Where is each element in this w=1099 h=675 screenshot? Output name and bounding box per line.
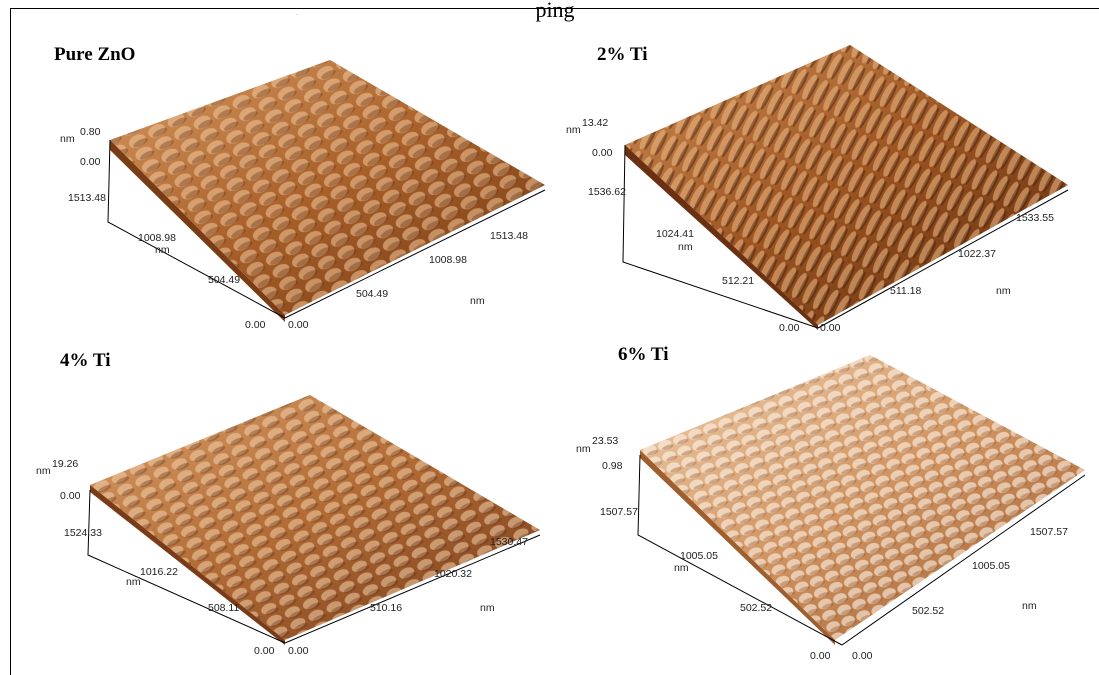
z-unit-label: nm — [36, 465, 51, 477]
cut-off-caption: ping — [535, 0, 575, 22]
x-tick-2: 1020.32 — [434, 568, 472, 580]
y-tick-3: 508.11 — [208, 602, 240, 614]
afm-surface-image — [87, 395, 541, 645]
afm-panel-4pct-ti: 4% Ti 19.26 nm 0.00 1524.33 1016.22 nm 5… — [0, 340, 550, 675]
x-tick-1: 511.18 — [890, 285, 922, 297]
x-tick-2: 1005.05 — [972, 560, 1010, 572]
z-max-label: 0.80 — [80, 126, 101, 138]
afm-panel-pure-zno: Pure ZnO 0.80 nm 0.00 1513.48 1008.98 nm… — [0, 0, 550, 340]
y-unit-label: nm — [126, 576, 141, 588]
panel-title: Pure ZnO — [54, 44, 136, 65]
afm-surface-image — [107, 60, 546, 322]
origin-y-label: 0.00 — [245, 319, 266, 331]
x-unit-label: nm — [996, 285, 1011, 297]
y-tick-3: 502.52 — [740, 602, 773, 614]
y-tick-3: 512.21 — [722, 275, 755, 287]
panel-title: 2% Ti — [597, 44, 648, 65]
z-min-label: 0.00 — [80, 156, 101, 168]
y-tick-2: 1005.05 — [680, 550, 718, 562]
x-tick-2: 1022.37 — [958, 248, 996, 260]
origin-x-label: 0.00 — [288, 645, 309, 657]
y-tick-1: 1536.62 — [588, 186, 626, 198]
z-unit-label: nm — [60, 133, 75, 145]
figure-frame: ping — [10, 0, 1099, 675]
origin-y-label: 0.00 — [254, 645, 275, 657]
z-min-label: 0.00 — [592, 147, 613, 159]
tiny-top-mark: · — [296, 12, 298, 18]
origin-y-label: 0.00 — [810, 650, 831, 662]
origin-x-label: 0.00 — [852, 650, 873, 662]
x-tick-1: 510.16 — [370, 602, 403, 614]
x-tick-3: 1513.48 — [490, 230, 528, 242]
afm-surface-image — [637, 355, 1086, 646]
z-min-label: 0.00 — [60, 490, 81, 502]
z-min-label: 0.98 — [602, 460, 623, 472]
y-tick-2: 1008.98 — [138, 232, 176, 244]
origin-x-label: 0.00 — [288, 319, 309, 331]
panel-title: 6% Ti — [618, 344, 669, 365]
y-unit-label: nm — [674, 562, 689, 574]
afm-panel-2pct-ti: 2% Ti 13.42 nm 0.00 1536.62 1024.41 nm 5… — [550, 0, 1099, 340]
x-unit-label: nm — [470, 295, 485, 307]
z-unit-label: nm — [576, 443, 591, 455]
panel-title: 4% Ti — [60, 350, 111, 371]
x-unit-label: nm — [480, 602, 495, 614]
z-max-label: 13.42 — [582, 117, 609, 129]
y-tick-1: 1513.48 — [68, 192, 106, 204]
x-tick-2: 1008.98 — [429, 254, 467, 266]
z-max-label: 23.53 — [592, 435, 619, 447]
y-unit-label: nm — [678, 241, 693, 253]
x-unit-label: nm — [1022, 600, 1037, 612]
origin-y-label: 0.00 — [779, 322, 800, 334]
z-max-label: 19.26 — [52, 458, 79, 470]
x-tick-3: 1530.47 — [490, 536, 528, 548]
afm-panel-6pct-ti: 6% Ti 23.53 nm 0.98 1507.57 1005.05 nm 5… — [550, 340, 1099, 675]
y-unit-label: nm — [155, 244, 170, 256]
x-tick-1: 502.52 — [912, 605, 945, 617]
y-tick-1: 1507.57 — [600, 506, 638, 518]
y-tick-3: 504.49 — [208, 274, 241, 286]
origin-x-label: 0.00 — [820, 322, 841, 334]
z-unit-label: nm — [566, 124, 581, 136]
y-tick-2: 1024.41 — [656, 228, 694, 240]
x-tick-1: 504.49 — [356, 288, 389, 300]
x-tick-3: 1507.57 — [1030, 526, 1068, 538]
y-tick-2: 1016.22 — [140, 566, 178, 578]
afm-surface-image — [622, 45, 1069, 330]
x-tick-3: 1533.55 — [1016, 212, 1054, 224]
y-tick-1: 1524.33 — [64, 527, 102, 539]
